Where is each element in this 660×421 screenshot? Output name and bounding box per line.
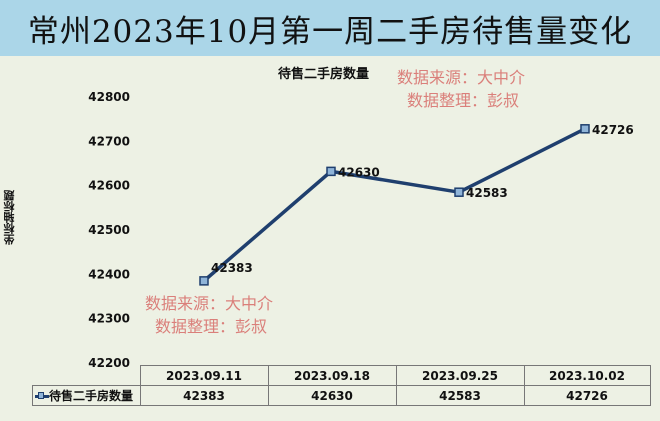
y-tick-label: 42600 — [88, 179, 130, 193]
series-line — [202, 127, 586, 283]
watermark-line1: 数据来源：大中介 — [397, 68, 526, 87]
watermark-line1: 数据来源：大中介 — [145, 294, 274, 313]
y-tick-label: 42200 — [88, 356, 130, 370]
data-label: 42726 — [592, 123, 634, 137]
y-tick-label: 42500 — [88, 223, 130, 237]
data-label: 42383 — [211, 261, 253, 275]
table-value: 42630 — [267, 385, 397, 406]
title-bar: 常州2023年10月第一周二手房待售量变化 — [0, 0, 660, 56]
page-title: 常州2023年10月第一周二手房待售量变化 — [27, 13, 633, 50]
data-point — [326, 166, 336, 177]
category-label: 2023.10.02 — [523, 365, 651, 386]
data-point — [199, 276, 209, 286]
watermark-line2: 数据整理：彭叔 — [407, 91, 520, 110]
legend-marker-icon — [35, 392, 49, 399]
table-value: 42726 — [523, 385, 651, 406]
category-label: 2023.09.18 — [267, 365, 397, 386]
data-point — [454, 187, 464, 197]
data-point — [580, 124, 590, 134]
watermark-left: 数据来源：大中介 数据整理：彭叔 — [145, 292, 273, 338]
y-tick-label: 42400 — [88, 267, 130, 281]
data-label: 42583 — [466, 186, 508, 200]
y-tick-label: 42800 — [88, 90, 130, 104]
category-label: 2023.09.25 — [395, 365, 525, 386]
watermark-line2: 数据整理：彭叔 — [155, 317, 268, 336]
table-value: 42383 — [139, 385, 269, 406]
category-label: 2023.09.11 — [139, 365, 269, 386]
legend-entry: 待售二手房数量 — [32, 385, 141, 406]
y-tick-label: 42700 — [88, 134, 130, 148]
table-value: 42583 — [395, 385, 525, 406]
data-label: 42630 — [338, 165, 380, 179]
watermark-top: 数据来源：大中介 数据整理：彭叔 — [397, 66, 525, 112]
chart-title: 待售二手房数量 — [278, 67, 370, 82]
y-tick-label: 42300 — [88, 312, 130, 326]
data-table: 2023.09.11 2023.09.18 2023.09.25 2023.10… — [32, 365, 651, 406]
legend-label: 待售二手房数量 — [49, 389, 134, 403]
